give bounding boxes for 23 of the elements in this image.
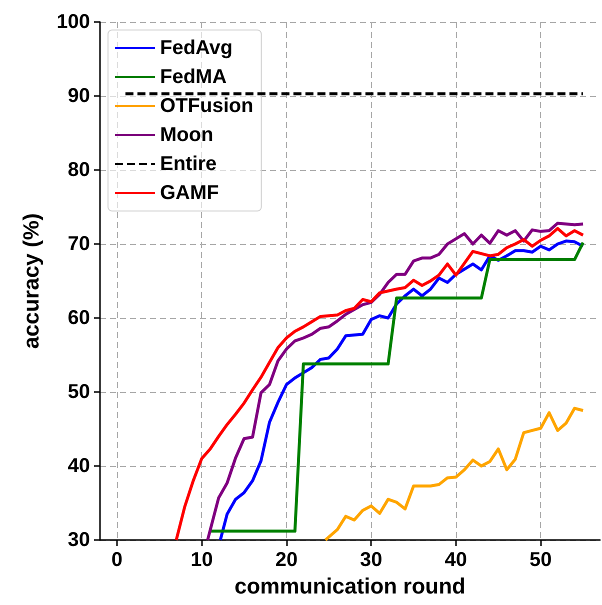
y-tick-label: 100 [56,11,90,33]
x-tick-label: 20 [275,549,298,571]
y-tick-label: 50 [68,381,90,403]
line-series [324,406,585,542]
x-tick-label: 50 [530,549,552,571]
legend-label: GAMF [160,182,219,204]
x-tick-label: 0 [111,549,123,571]
legend-label: FedAvg [160,37,233,59]
y-tick-label: 40 [68,455,90,477]
legend-label: FedMA [160,66,227,88]
y-tick-label: 30 [68,529,90,551]
x-axis-title: communication round [234,574,466,598]
y-tick-label: 80 [68,159,90,181]
y-tick-label: 60 [68,307,90,329]
y-axis-title: accuracy (%) [18,213,44,349]
legend-label: Moon [160,124,214,146]
legend-label: Entire [160,153,217,175]
legend-label: OTFusion [160,95,254,117]
y-tick-label: 90 [68,85,90,107]
x-tick-label: 30 [360,549,382,571]
x-tick-label: 10 [190,549,213,571]
y-tick-label: 70 [68,233,90,255]
x-tick-label: 40 [444,549,468,571]
